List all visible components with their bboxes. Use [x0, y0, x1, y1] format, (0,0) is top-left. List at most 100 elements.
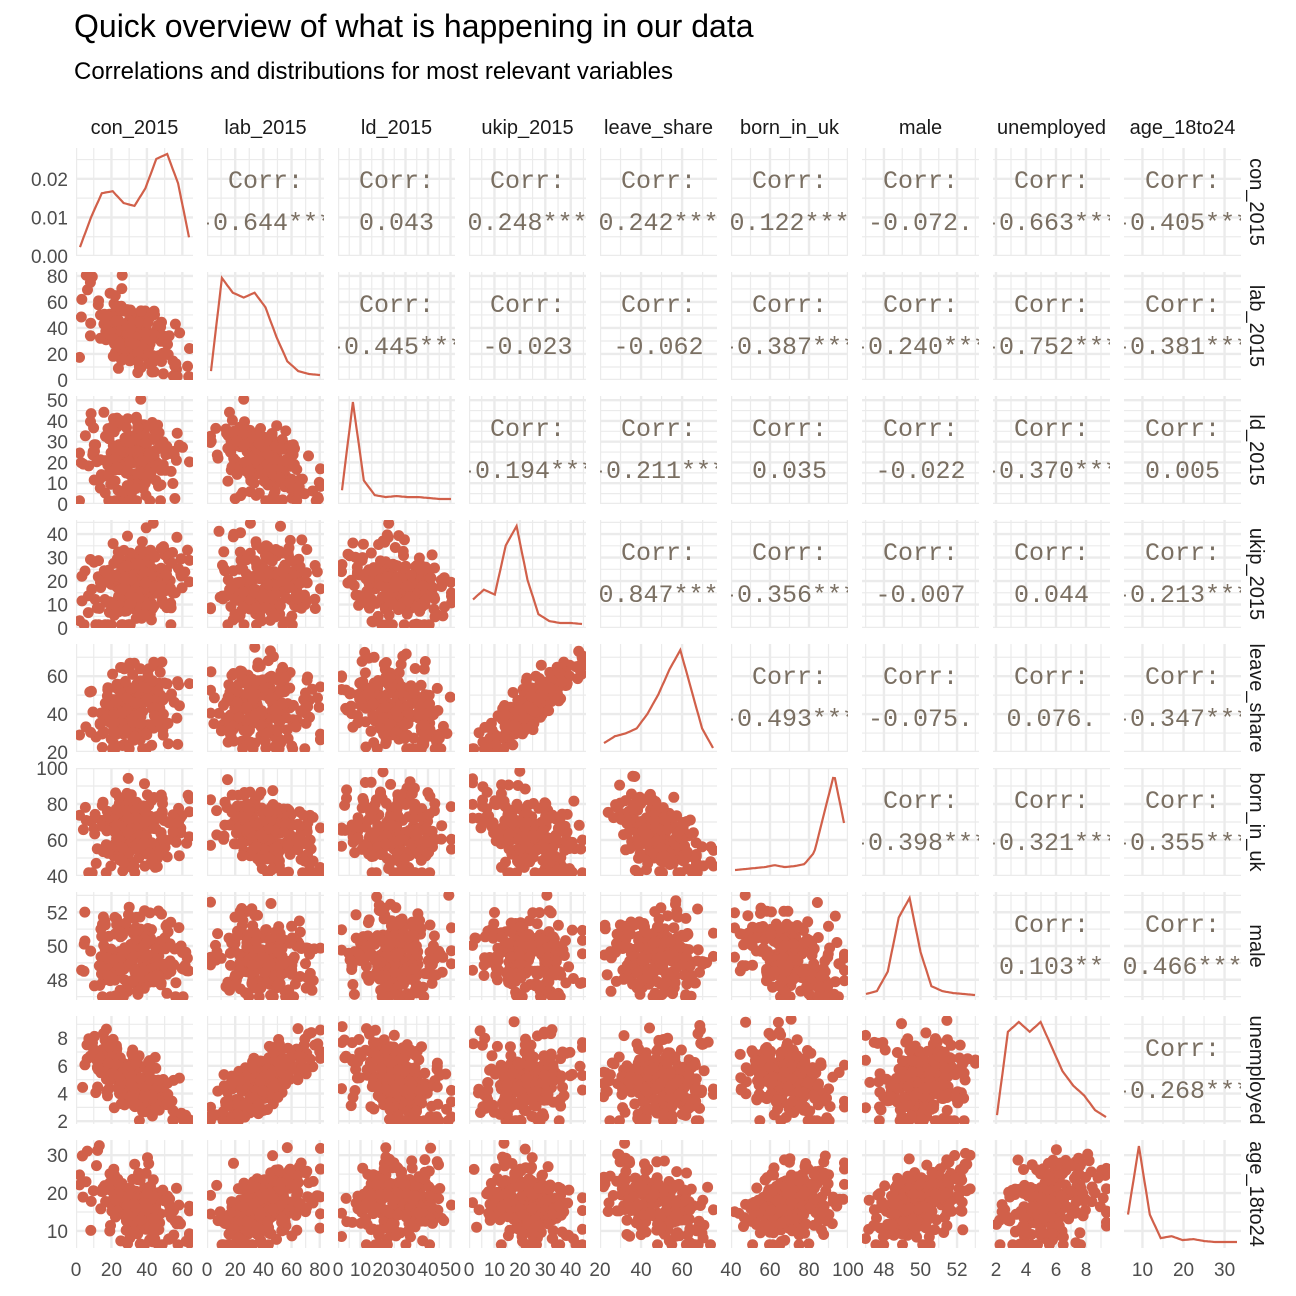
scatter-point	[169, 493, 181, 504]
scatter-point	[662, 856, 674, 868]
scatter-point	[273, 855, 285, 867]
scatter-point	[286, 610, 298, 622]
scatter-point	[140, 806, 152, 818]
scatter-point	[244, 573, 256, 585]
scatter-point	[102, 423, 114, 435]
scatter-point	[233, 949, 245, 961]
scatter-point	[226, 789, 238, 801]
scatter-point	[424, 919, 436, 931]
panel-grid	[862, 768, 979, 876]
scatter-point	[116, 283, 128, 295]
scatter-point	[658, 979, 670, 991]
scatter-point	[398, 719, 410, 731]
scatter-point	[109, 974, 121, 986]
scatter-point	[402, 594, 414, 606]
panel-unemployed-male: Corr:0.103**	[993, 892, 1110, 1000]
scatter-point	[108, 609, 120, 621]
panel-age_18to24-leave_share: Corr:-0.347***	[1124, 644, 1241, 752]
scatter-point	[338, 670, 347, 682]
corr-value: 0.248***	[467, 209, 587, 238]
scatter-point	[116, 854, 128, 866]
scatter-point	[381, 571, 393, 583]
scatter-point	[381, 591, 393, 603]
corr-value: -0.355***	[1115, 829, 1250, 858]
scatter-point	[253, 789, 265, 801]
scatter-point	[229, 911, 241, 923]
scatter-point	[577, 924, 586, 936]
corr-label: Corr:	[621, 167, 696, 196]
corr-value: -0.405***	[1115, 209, 1250, 238]
scatter-point	[239, 724, 251, 736]
panel-lab_2015-male	[207, 892, 324, 1000]
corr-value: -0.062	[613, 333, 703, 362]
scatter-point	[469, 798, 478, 810]
scatter-point	[548, 938, 560, 950]
corr-label: Corr:	[1145, 291, 1220, 320]
scatter-point	[121, 560, 133, 572]
scatter-point	[79, 1059, 91, 1071]
panel-grid	[338, 396, 455, 504]
scatter-point	[121, 304, 133, 316]
scatter-point	[412, 908, 424, 920]
scatter-points	[207, 520, 324, 628]
panel-born_in_uk-ukip_2015: Corr:-0.356***	[722, 520, 857, 628]
scatter-point	[143, 449, 155, 461]
panel-lab_2015-leave_share	[207, 644, 324, 752]
scatter-point	[279, 867, 291, 876]
scatter-point	[469, 777, 478, 789]
scatter-point	[396, 867, 408, 876]
panel-grid	[76, 148, 193, 256]
scatter-point	[117, 991, 129, 1000]
scatter-point	[173, 850, 185, 862]
corr-value: -0.356***	[722, 581, 857, 610]
scatter-point	[107, 538, 119, 550]
scatter-point	[788, 938, 799, 950]
scatter-point	[95, 577, 106, 588]
scatter-point	[312, 493, 324, 504]
scatter-point	[249, 555, 261, 567]
scatter-point	[82, 607, 94, 619]
scatter-point	[147, 520, 159, 529]
scatter-point	[172, 943, 184, 955]
row-strip-label: leave_share	[1245, 644, 1267, 753]
row-strip-label: con_2015	[1245, 158, 1267, 246]
scatter-point	[265, 898, 277, 909]
scatter-point	[436, 820, 448, 832]
corr-value: -0.381***	[1115, 333, 1250, 362]
scatter-point	[489, 907, 500, 918]
scatter-point	[241, 798, 253, 810]
scatter-points	[76, 272, 193, 380]
scatter-point	[544, 682, 556, 694]
scatter-point	[633, 867, 644, 876]
scatter-point	[365, 725, 377, 737]
scatter-point	[295, 705, 307, 717]
scatter-point	[241, 701, 253, 713]
panel-ld_2015-ukip_2015	[338, 520, 455, 628]
column-strip-label: con_2015	[91, 117, 179, 139]
scatter-point	[398, 534, 410, 546]
panel-grid	[469, 396, 586, 504]
scatter-point	[514, 843, 526, 855]
scatter-point	[219, 796, 231, 808]
scatter-point	[269, 485, 281, 497]
scatter-point	[422, 787, 434, 799]
density-curve	[865, 894, 976, 997]
scatter-point	[229, 969, 241, 981]
scatter-point	[377, 712, 389, 724]
scatter-point	[503, 779, 515, 791]
scatter-point	[132, 986, 144, 997]
scatter-point	[610, 975, 622, 987]
scatter-point	[238, 396, 250, 405]
scatter-point	[550, 965, 562, 976]
scatter-point	[271, 713, 283, 725]
scatter-point	[692, 903, 704, 915]
scatter-point	[267, 785, 279, 797]
scatter-point	[280, 671, 292, 683]
corr-label: Corr:	[1145, 787, 1220, 816]
row-strip-label: unemployed	[1245, 1016, 1267, 1125]
scatter-point	[479, 721, 491, 733]
scatter-point	[338, 924, 347, 936]
scatter-point	[265, 989, 277, 1000]
panel-con_2015-male	[76, 892, 193, 1000]
scatter-point	[213, 525, 225, 537]
